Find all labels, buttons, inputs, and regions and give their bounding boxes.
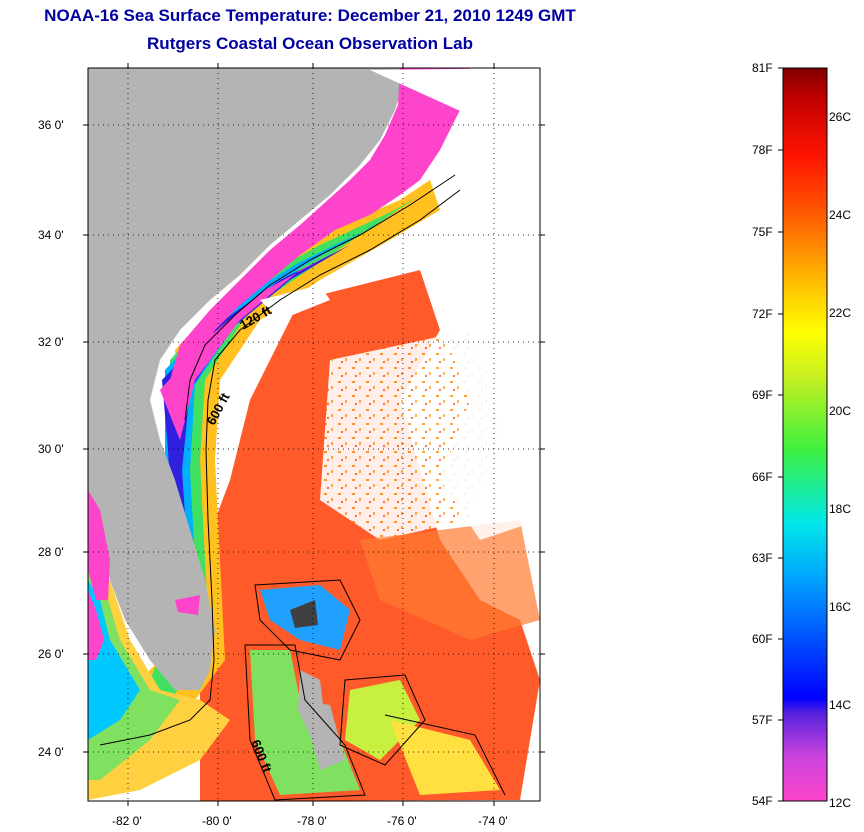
colorbar-c-label: 24C bbox=[829, 208, 852, 222]
colorbar-c-label: 14C bbox=[829, 698, 852, 712]
colorbar-f-label: 54F bbox=[752, 794, 773, 808]
colorbar-f-label: 66F bbox=[752, 470, 773, 484]
colorbar-c-label: 16C bbox=[829, 600, 852, 614]
lon-tick-label: -78 0' bbox=[297, 814, 327, 828]
colorbar-c-label: 12C bbox=[829, 796, 852, 810]
map-title: NOAA-16 Sea Surface Temperature: Decembe… bbox=[44, 6, 576, 25]
colorbar-c-label: 26C bbox=[829, 110, 852, 124]
lat-tick-label: 30 0' bbox=[38, 442, 64, 456]
colorbar-f-label: 57F bbox=[752, 713, 773, 727]
map-subtitle: Rutgers Coastal Ocean Observation Lab bbox=[147, 34, 473, 53]
lat-tick-label: 24 0' bbox=[38, 745, 64, 759]
colorbar-c-label: 22C bbox=[829, 306, 852, 320]
lon-tick-label: -82 0' bbox=[112, 814, 142, 828]
andros-island bbox=[298, 670, 325, 735]
lon-tick-label: -76 0' bbox=[387, 814, 417, 828]
colorbar-f-label: 60F bbox=[752, 632, 773, 646]
lat-tick-label: 34 0' bbox=[38, 228, 64, 242]
colorbar-f-label: 72F bbox=[752, 307, 773, 321]
lon-tick-label: -80 0' bbox=[202, 814, 232, 828]
colorbar-f-label: 69F bbox=[752, 388, 773, 402]
lat-tick-label: 36 0' bbox=[38, 118, 64, 132]
colorbar-f-label: 75F bbox=[752, 225, 773, 239]
colorbar-f-label: 63F bbox=[752, 551, 773, 565]
colorbar-c-label: 18C bbox=[829, 502, 852, 516]
lat-tick-label: 28 0' bbox=[38, 545, 64, 559]
colorbar-gradient bbox=[782, 67, 828, 802]
colorbar-f-label: 78F bbox=[752, 143, 773, 157]
lat-tick-label: 32 0' bbox=[38, 335, 64, 349]
land-mass bbox=[88, 68, 405, 690]
colorbar-c-label: 20C bbox=[829, 404, 852, 418]
lon-tick-label: -74 0' bbox=[478, 814, 508, 828]
colorbar-f-label: 81F bbox=[752, 61, 773, 75]
lat-tick-label: 26 0' bbox=[38, 647, 64, 661]
